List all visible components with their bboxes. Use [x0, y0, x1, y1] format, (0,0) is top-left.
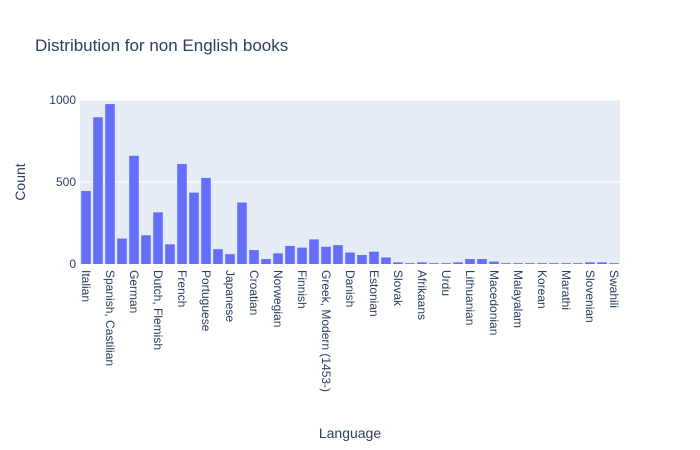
- bar-12: [225, 254, 235, 264]
- bar-14: [249, 250, 259, 264]
- bar-20: [321, 246, 331, 264]
- gridlines: [80, 99, 620, 183]
- x-tick-label-8: Norwegian: [271, 270, 285, 327]
- x-tick-label-14: Afrikaans: [415, 270, 429, 320]
- x-tick-labels: Italian Spanish, Castilian German Dutch, Fl…: [79, 270, 621, 392]
- y-tick-label-1: 500: [56, 175, 76, 189]
- chart-title: Distribution for non English books: [35, 36, 288, 55]
- x-tick-label-2: German: [127, 270, 141, 313]
- bar-16: [273, 253, 283, 264]
- x-axis-title: Language: [319, 425, 382, 441]
- bar-18: [297, 247, 307, 264]
- bar-28: [417, 262, 427, 264]
- x-tick-label-18: Malayalam: [511, 270, 525, 328]
- bar-3: [117, 238, 127, 264]
- x-tick-label-0: Italian: [79, 270, 93, 302]
- x-tick-label-10: Greek, Modern (1453-): [319, 270, 333, 392]
- bar-42: [585, 262, 595, 264]
- bar-31: [453, 262, 463, 264]
- x-tick-label-12: Estonian: [367, 270, 381, 317]
- x-tick-label-13: Slovak: [391, 270, 405, 307]
- x-tick-label-11: Danish: [343, 270, 357, 307]
- bar-0: [81, 191, 91, 264]
- bar-29: [429, 263, 439, 264]
- bar-10: [201, 177, 211, 264]
- bar-36: [513, 263, 523, 264]
- bar-2: [105, 104, 115, 264]
- bar-30: [441, 263, 451, 264]
- y-axis-title: Count: [12, 163, 28, 200]
- bar-26: [393, 262, 403, 264]
- bars: [81, 104, 619, 264]
- y-tick-label-2: 1000: [49, 93, 76, 107]
- bar-34: [489, 261, 499, 264]
- bar-38: [537, 263, 547, 264]
- x-tick-label-1: Spanish, Castilian: [103, 270, 117, 366]
- x-tick-label-9: Finnish: [295, 270, 309, 309]
- bar-9: [189, 192, 199, 264]
- bar-39: [549, 263, 559, 264]
- bar-37: [525, 263, 535, 264]
- bar-32: [465, 259, 475, 264]
- y-tick-labels: 0 500 1000: [49, 93, 76, 271]
- bar-25: [381, 257, 391, 264]
- bar-4: [129, 155, 139, 264]
- x-tick-label-4: French: [175, 270, 189, 307]
- bar-33: [477, 259, 487, 264]
- y-tick-label-0: 0: [69, 257, 76, 271]
- bar-43: [597, 262, 607, 264]
- x-tick-label-17: Macedonian: [487, 270, 501, 335]
- bar-41: [573, 263, 583, 264]
- bar-21: [333, 245, 343, 264]
- bar-1: [93, 117, 103, 264]
- bar-44: [609, 263, 619, 264]
- x-tick-label-16: Lithuanian: [463, 270, 477, 325]
- bar-22: [345, 252, 355, 264]
- bar-23: [357, 254, 367, 264]
- x-tick-label-3: Dutch, Flemish: [151, 270, 165, 350]
- bar-6: [153, 212, 163, 264]
- bar-13: [237, 202, 247, 264]
- x-tick-label-22: Swahili: [607, 270, 621, 308]
- bar-15: [261, 259, 271, 264]
- x-tick-label-5: Portuguese: [199, 270, 213, 332]
- bar-24: [369, 251, 379, 264]
- x-tick-label-15: Urdu: [439, 270, 453, 296]
- x-tick-label-6: Japanese: [223, 270, 237, 322]
- bar-5: [141, 235, 151, 264]
- bar-27: [405, 263, 415, 264]
- bar-11: [213, 249, 223, 264]
- bar-40: [561, 263, 571, 264]
- x-tick-label-19: Korean: [535, 270, 549, 309]
- x-tick-label-7: Croatian: [247, 270, 261, 315]
- bar-7: [165, 244, 175, 264]
- bar-8: [177, 163, 187, 264]
- x-tick-label-21: Slovenian: [583, 270, 597, 323]
- bar-19: [309, 239, 319, 264]
- bar-17: [285, 245, 295, 264]
- bar-35: [501, 263, 511, 264]
- x-tick-label-20: Marathi: [559, 270, 573, 310]
